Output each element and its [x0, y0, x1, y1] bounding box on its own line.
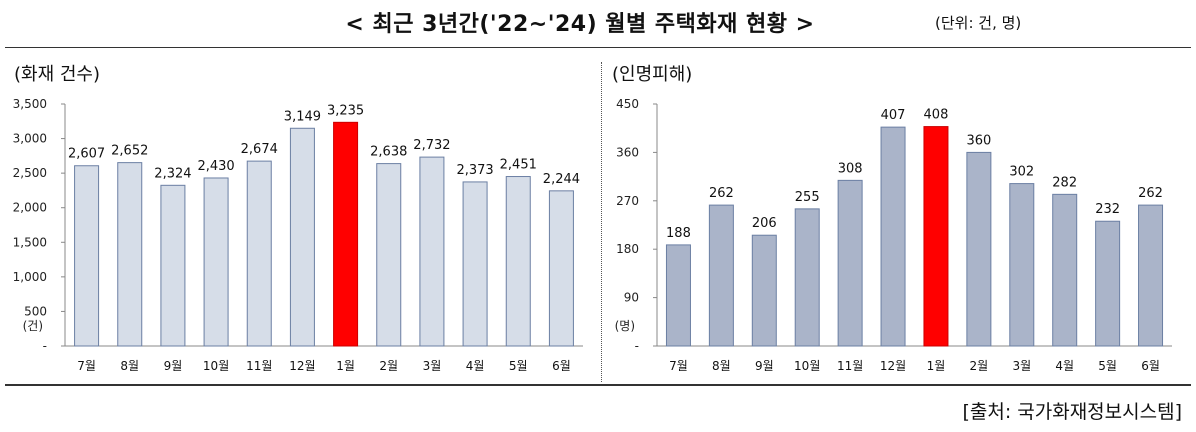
- y-tick-label: 90: [624, 291, 639, 305]
- value-label-12월: 407: [881, 108, 906, 123]
- fire-count-chart: - 500 1,000 1,500 2,000 2,500 3,000 3,500 (건) 2,6…: [13, 97, 583, 373]
- y-tick-label: -: [43, 339, 47, 353]
- y-tick-label: 3,500: [13, 97, 47, 111]
- x-tick-label-1월: 1월: [927, 359, 946, 373]
- left-panel-title: (화재 건수): [14, 64, 101, 85]
- value-label-1월: 408: [924, 108, 949, 123]
- y-unit-label: (명): [615, 319, 635, 333]
- value-label-12월: 3,149: [284, 109, 321, 124]
- value-label-8월: 262: [709, 186, 734, 201]
- frame-top-border: [5, 47, 1191, 48]
- y-tick-label: 500: [24, 304, 47, 318]
- x-tick-label-2월: 2월: [379, 359, 398, 373]
- y-tick-label: 2,000: [13, 201, 47, 215]
- bar-10월: [203, 177, 229, 347]
- y-tick-label: 450: [616, 97, 639, 111]
- value-label-6월: 2,244: [543, 172, 580, 187]
- bar-5월: [505, 176, 531, 347]
- value-label-6월: 262: [1138, 186, 1163, 201]
- x-tick-label-9월: 9월: [164, 359, 183, 373]
- y-tick-label: 180: [616, 242, 639, 256]
- x-tick-label-11월: 11월: [246, 359, 272, 373]
- x-tick-label-4월: 4월: [466, 359, 485, 373]
- bar-2월: [966, 151, 992, 347]
- value-label-4월: 282: [1052, 175, 1077, 190]
- bar-8월: [708, 204, 734, 347]
- casualty-chart: - 90 180 270 360 450 (명) 188 7월 262 8월 206 9월 255 10월 3…: [615, 97, 1172, 373]
- x-tick-label-7월: 7월: [77, 359, 96, 373]
- bar-7월: [665, 244, 691, 347]
- value-label-7월: 2,607: [68, 147, 105, 162]
- value-label-7월: 188: [666, 226, 691, 241]
- frame-bottom-border: [5, 384, 1191, 386]
- value-label-5월: 2,451: [500, 158, 537, 173]
- bar-1월: [923, 126, 949, 347]
- y-unit-label: (건): [23, 319, 43, 333]
- x-tick-label-11월: 11월: [837, 359, 863, 373]
- x-tick-label-10월: 10월: [203, 359, 229, 373]
- bar-5월: [1095, 220, 1121, 347]
- source-note: [출처: 국가화재정보시스템]: [962, 401, 1182, 423]
- bar-4월: [462, 181, 488, 347]
- value-label-11월: 308: [838, 161, 863, 176]
- value-label-1월: 3,235: [327, 103, 364, 118]
- bar-3월: [419, 156, 445, 347]
- y-tick-label: 1,500: [13, 235, 47, 249]
- x-tick-label-7월: 7월: [669, 359, 688, 373]
- value-label-3월: 302: [1009, 165, 1034, 180]
- bar-8월: [117, 162, 143, 347]
- y-tick-label: 1,000: [13, 270, 47, 284]
- bar-2월: [376, 163, 402, 347]
- y-tick-label: 270: [616, 194, 639, 208]
- bar-1월: [333, 121, 359, 347]
- x-tick-label-12월: 12월: [289, 359, 315, 373]
- y-tick-label: -: [635, 339, 639, 353]
- value-label-2월: 360: [966, 133, 991, 148]
- bar-9월: [160, 184, 186, 347]
- x-tick-label-2월: 2월: [970, 359, 989, 373]
- x-tick-label-4월: 4월: [1055, 359, 1074, 373]
- y-tick-label: 3,000: [13, 132, 47, 146]
- x-tick-label-10월: 10월: [794, 359, 820, 373]
- value-label-11월: 2,674: [241, 142, 278, 157]
- bar-3월: [1009, 183, 1035, 347]
- unit-note: (단위: 건, 명): [935, 14, 1022, 32]
- x-tick-label-5월: 5월: [1098, 359, 1117, 373]
- x-tick-label-12월: 12월: [880, 359, 906, 373]
- right-panel-title: (인명피해): [612, 64, 693, 85]
- x-tick-label-9월: 9월: [755, 359, 774, 373]
- bar-9월: [751, 234, 777, 347]
- chart-main-title: < 최근 3년간('22~'24) 월별 주택화재 현황 >: [345, 12, 815, 37]
- bar-7월: [74, 165, 100, 347]
- bar-4월: [1052, 193, 1078, 347]
- value-label-3월: 2,732: [413, 138, 450, 153]
- bar-12월: [289, 127, 315, 347]
- value-label-4월: 2,373: [456, 163, 493, 178]
- value-label-10월: 255: [795, 190, 820, 205]
- panel-divider: [601, 62, 602, 382]
- x-tick-label-6월: 6월: [552, 359, 571, 373]
- value-label-2월: 2,638: [370, 145, 407, 160]
- y-tick-label: 360: [616, 145, 639, 159]
- x-tick-label-6월: 6월: [1141, 359, 1160, 373]
- y-tick-label: 2,500: [13, 166, 47, 180]
- value-label-9월: 206: [752, 216, 777, 231]
- bar-6월: [548, 190, 574, 347]
- x-tick-label-1월: 1월: [336, 359, 355, 373]
- value-label-10월: 2,430: [197, 159, 234, 174]
- value-label-5월: 232: [1095, 202, 1120, 217]
- bar-11월: [837, 179, 863, 347]
- x-tick-label-3월: 3월: [423, 359, 442, 373]
- bar-12월: [880, 126, 906, 347]
- bar-10월: [794, 208, 820, 347]
- bar-6월: [1138, 204, 1164, 347]
- x-tick-label-5월: 5월: [509, 359, 528, 373]
- value-label-9월: 2,324: [154, 166, 191, 181]
- x-tick-label-8월: 8월: [120, 359, 139, 373]
- x-tick-label-8월: 8월: [712, 359, 731, 373]
- value-label-8월: 2,652: [111, 144, 148, 159]
- bar-11월: [246, 160, 272, 347]
- x-tick-label-3월: 3월: [1012, 359, 1031, 373]
